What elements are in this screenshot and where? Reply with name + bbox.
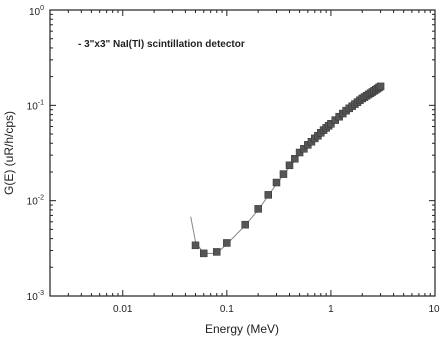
data-point (199, 249, 208, 258)
x-tick-label: 0.01 (113, 304, 133, 315)
data-point (285, 161, 294, 170)
y-tick-label: 100 (29, 5, 44, 18)
y-tick-label: 10-2 (27, 195, 44, 208)
data-point (291, 155, 299, 163)
y-tick-label: 10-1 (27, 99, 44, 112)
legend-text: - 3"x3" NaI(Tl) scintillation detector (78, 39, 245, 50)
data-point (272, 178, 281, 187)
y-tick-labels: 10-3 10-2 10-1 100 (27, 5, 44, 303)
data-point (241, 220, 249, 229)
x-axis-label: Energy (MeV) (205, 322, 279, 336)
data-point (279, 170, 288, 178)
data-point (264, 191, 273, 199)
data-markers (191, 82, 385, 258)
data-point (254, 205, 262, 213)
data-point (212, 248, 221, 256)
data-point (191, 241, 200, 250)
x-tick-label: 10 (428, 304, 440, 315)
x-tick-labels: 0.01 0.1 1 10 (113, 304, 440, 315)
y-tick-label: 10-3 (27, 290, 44, 303)
x-tick-label: 0.1 (220, 304, 234, 315)
data-point (223, 239, 231, 247)
plot-frame (49, 9, 436, 297)
data-point (300, 145, 308, 153)
y-axis-label: G(E) (uR/h/cps) (2, 111, 16, 195)
x-tick-label: 1 (328, 304, 334, 315)
axis-ticks (49, 9, 436, 297)
data-point (376, 82, 385, 91)
